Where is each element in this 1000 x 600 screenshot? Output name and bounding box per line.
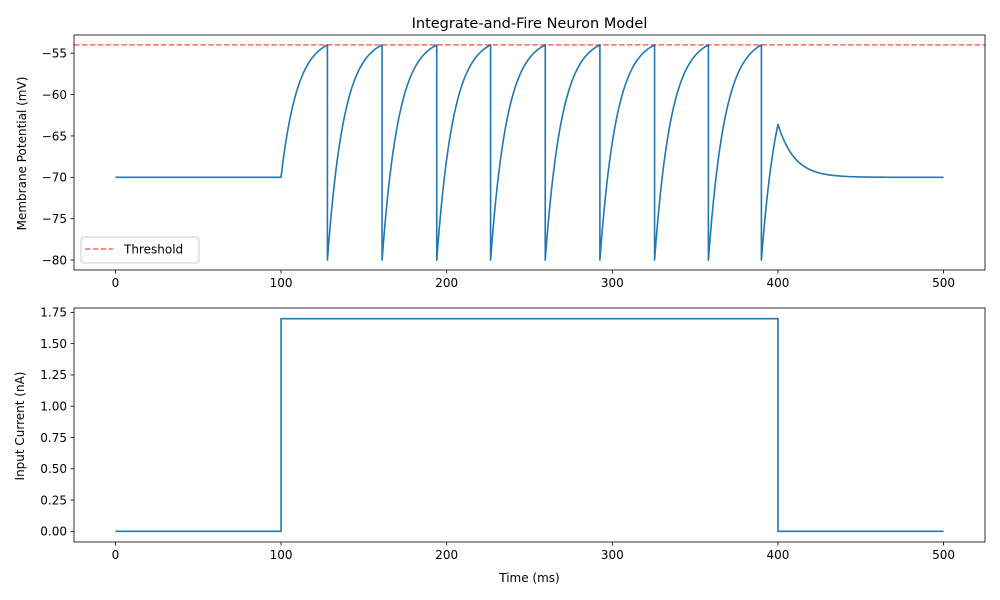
bottom-y-tick-label: 1.50 [40,337,67,351]
input-current-panel: Input Current (nA) Time (ms) 0 100 200 300 4… [13,306,986,585]
top-y-tick-label: −60 [42,88,67,102]
bottom-y-tick-label: 1.25 [40,368,67,382]
bottom-x-ticks: 0 100 200 300 400 500 [112,542,955,562]
bottom-y-tick-label: 1.00 [40,400,67,414]
bottom-y-tick-label: 0.50 [40,462,67,476]
top-y-tick-label: −80 [42,253,67,267]
bottom-x-tick-label: 0 [112,548,120,562]
bottom-axes-frame [73,307,986,543]
bottom-x-tick-label: 400 [767,548,790,562]
top-x-tick-label: 400 [767,276,790,290]
membrane-potential-panel: Integrate-and-Fire Neuron Model Membrane… [15,16,986,290]
top-plot-area [74,44,985,261]
legend-box [80,236,200,264]
bottom-y-ticks: 0.00 0.25 0.50 0.75 1.00 1.25 1.50 1.75 [40,306,74,539]
top-y-tick-label: −70 [42,171,67,185]
membrane-potential-line [115,44,944,261]
bottom-x-tick-label: 500 [932,548,955,562]
top-x-tick-label: 300 [601,276,624,290]
top-x-tick-label: 0 [112,276,120,290]
top-x-tick-label: 200 [435,276,458,290]
top-y-tick-label: −75 [42,212,67,226]
bottom-y-tick-label: 0.00 [40,525,67,539]
top-y-tick-label: −55 [42,47,67,61]
y-axis-label-top: Membrane Potential (mV) [15,77,29,231]
bottom-x-tick-label: 100 [270,548,293,562]
legend: Threshold [80,236,200,264]
input-current-line [115,317,944,533]
top-x-tick-label: 500 [932,276,955,290]
top-y-tick-label: −65 [42,129,67,143]
chart-title: Integrate-and-Fire Neuron Model [412,16,648,32]
legend-threshold-label: Threshold [123,243,183,257]
x-axis-label: Time (ms) [498,571,560,585]
y-axis-label-bottom: Input Current (nA) [13,372,27,481]
bottom-y-tick-label: 1.75 [40,306,67,320]
bottom-x-tick-label: 200 [435,548,458,562]
top-y-ticks: −80 −75 −70 −65 −60 −55 [42,47,74,267]
top-x-tick-label: 100 [270,276,293,290]
bottom-plot-area [115,317,944,533]
bottom-x-tick-label: 300 [601,548,624,562]
top-x-ticks: 0 100 200 300 400 500 [112,270,955,290]
bottom-y-tick-label: 0.25 [40,493,67,507]
bottom-y-tick-label: 0.75 [40,431,67,445]
top-axes-frame [73,34,986,271]
